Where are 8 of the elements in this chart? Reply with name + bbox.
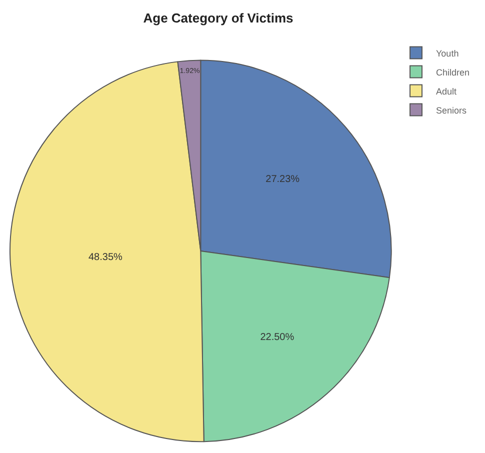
data-label: 22.50% <box>260 332 294 344</box>
legend-label: Youth <box>436 48 459 58</box>
chart-title: Age Category of Victims <box>143 10 294 26</box>
legend-label: Children <box>436 67 470 78</box>
legend-label: Seniors <box>436 105 468 116</box>
data-label: 27.23% <box>266 174 300 186</box>
data-label: 48.35% <box>88 252 122 264</box>
legend-label: Adult <box>436 86 458 96</box>
